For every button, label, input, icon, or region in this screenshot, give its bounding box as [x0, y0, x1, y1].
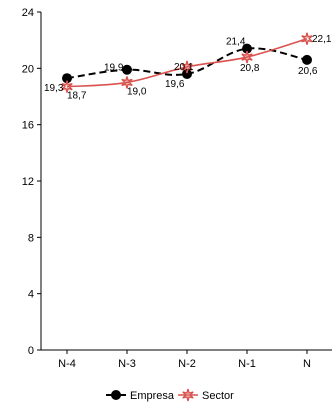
data-point-empresa: [242, 43, 252, 54]
y-tick-label: 24: [22, 7, 34, 19]
y-tick-label: 4: [28, 289, 34, 301]
series-sector: [61, 32, 313, 93]
y-tick-label: 0: [28, 345, 34, 357]
legend-label-sector: Sector: [202, 390, 234, 402]
y-tick-label: 12: [22, 176, 34, 188]
data-point-empresa: [182, 68, 192, 79]
x-tick-label: N-1: [238, 358, 256, 370]
data-label-empresa: 19,9: [104, 63, 124, 74]
series-layer: [61, 32, 313, 93]
data-label-sector: 19,0: [127, 86, 147, 97]
y-tick-label: 16: [22, 120, 34, 132]
x-tick-label: N-2: [178, 358, 196, 370]
x-tick-label: N-3: [118, 358, 136, 370]
data-label-empresa: 19,3: [44, 83, 64, 94]
x-tick-label: N-4: [58, 358, 76, 370]
legend-marker-sector: [182, 388, 194, 402]
data-label-sector: 22,1: [312, 34, 332, 45]
data-point-empresa: [302, 54, 312, 65]
data-label-sector: 20,1: [174, 62, 194, 73]
data-point-sector: [181, 60, 193, 74]
data-point-sector: [121, 76, 133, 89]
data-label-sector: 20,8: [240, 63, 260, 74]
data-point-sector: [241, 50, 253, 64]
data-label-empresa: 20,6: [298, 66, 318, 77]
series-empresa: [62, 43, 312, 84]
axes: 0 4 8 12 16 20 24 N-4 N-3 N-2 N-1 N: [22, 7, 332, 370]
legend-label-empresa: Empresa: [130, 390, 175, 402]
data-label-empresa: 19,6: [165, 79, 185, 90]
data-point-empresa: [122, 64, 132, 75]
data-point-empresa: [62, 73, 72, 84]
data-label-empresa: 21,4: [226, 37, 246, 48]
x-tick-label: N: [303, 358, 311, 370]
data-point-sector: [61, 80, 73, 93]
series-line-sector: [66, 37, 308, 88]
data-labels: 19,3 19,9 19,6 21,4 20,6 18,7 19,0 20,1 20,8 22,1: [44, 34, 332, 102]
data-point-sector: [301, 32, 313, 45]
y-tick-label: 8: [28, 232, 34, 244]
legend-marker-empresa: [111, 390, 121, 400]
y-tick-label: 20: [22, 63, 34, 75]
data-label-sector: 18,7: [67, 91, 87, 102]
legend: Empresa Sector: [106, 388, 234, 402]
